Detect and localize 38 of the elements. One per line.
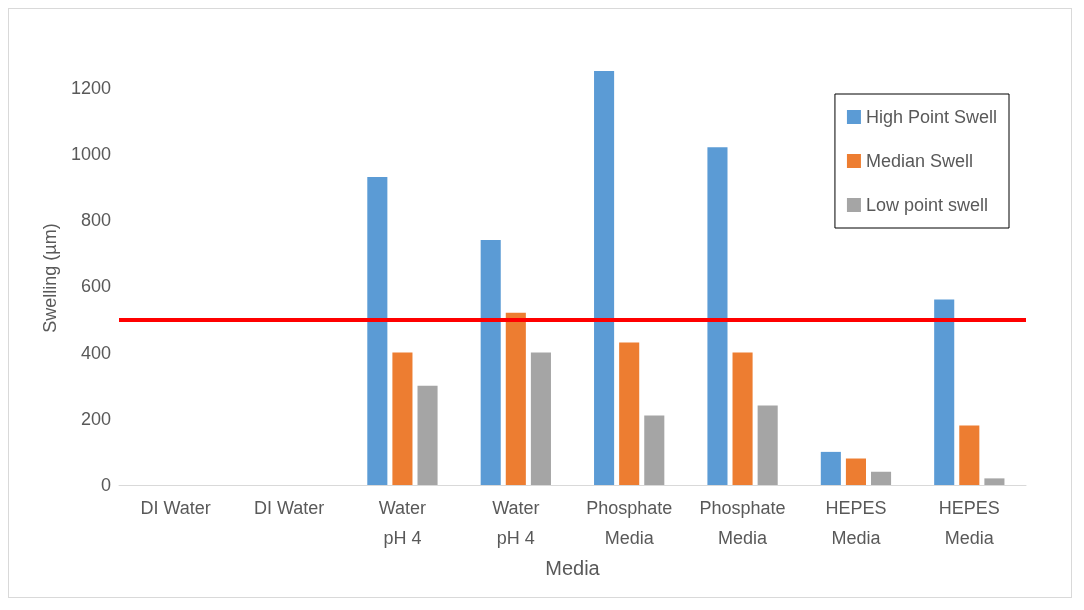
bar	[644, 415, 665, 485]
x-tick-label: DI Water	[140, 498, 211, 518]
y-tick-label: 200	[80, 408, 111, 429]
y-tick-label: 800	[80, 210, 111, 231]
bar	[757, 405, 778, 485]
bar	[505, 312, 526, 485]
x-tick-label: Phosphate Media	[699, 498, 786, 548]
y-tick-label: 0	[100, 475, 111, 495]
bar	[984, 478, 1005, 485]
y-tick-label: 1200	[70, 77, 111, 98]
legend-label: High Point Swell	[865, 107, 997, 127]
bar	[871, 471, 892, 485]
legend-label: Median Swell	[865, 151, 973, 171]
x-tick-label: HEPES Media	[825, 498, 887, 548]
bar	[845, 458, 866, 485]
bar	[619, 342, 640, 485]
bar	[530, 352, 551, 485]
y-axis-title: Swelling (µm)	[40, 223, 60, 333]
bar	[480, 239, 501, 485]
bar	[392, 352, 413, 485]
x-tick-label: HEPES Media	[938, 498, 1000, 548]
x-axis-title: Media	[545, 556, 601, 579]
bar	[417, 385, 438, 485]
legend-label: Low point swell	[865, 195, 988, 215]
x-tick-label: Water pH 4	[492, 498, 540, 548]
y-tick-label: 1000	[70, 143, 111, 164]
bar	[820, 451, 841, 485]
bar	[707, 147, 728, 485]
x-tick-label: DI Water	[253, 498, 325, 518]
x-tick-label: Water pH 4	[378, 498, 427, 548]
bar	[367, 176, 388, 485]
y-tick-label: 600	[80, 276, 111, 297]
y-tick-label: 400	[80, 342, 111, 363]
bar	[732, 352, 753, 485]
bar	[594, 71, 615, 485]
bar	[959, 425, 980, 485]
bar	[934, 299, 955, 485]
x-tick-label: Phosphate Media	[586, 498, 673, 548]
